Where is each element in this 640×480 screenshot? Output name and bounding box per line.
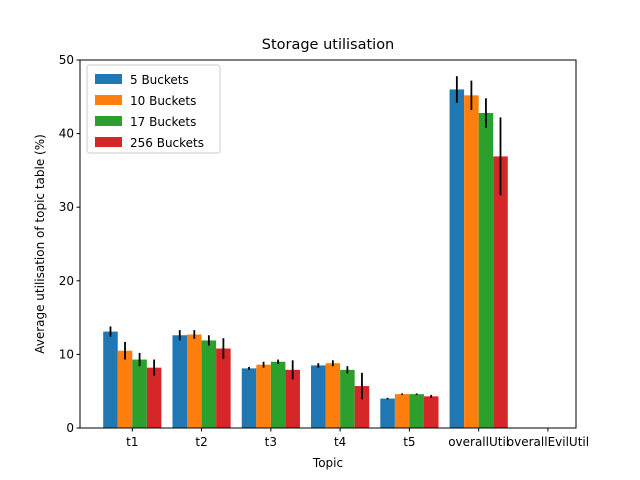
x-axis-label: Topic <box>312 456 343 470</box>
y-axis-label: Average utilisation of topic table (%) <box>33 134 47 354</box>
x-tick-label: overallUtil <box>448 435 509 449</box>
bar-t3-series-3 <box>270 361 286 428</box>
x-tick-label: t1 <box>126 435 138 449</box>
x-tick-label: t5 <box>403 435 415 449</box>
x-tick-label: t2 <box>195 435 207 449</box>
bar-overallUtil-series-2 <box>464 95 479 428</box>
y-axis: 0 10 20 30 40 50 <box>59 53 80 435</box>
y-tick-label: 50 <box>59 53 74 67</box>
plot-frame <box>79 59 577 429</box>
x-tick-label: t4 <box>334 435 346 449</box>
legend-swatch <box>95 116 122 126</box>
legend: 5 Buckets 10 Buckets 17 Buckets 256 Buckets <box>86 64 221 154</box>
bar-t5-series-3 <box>409 394 424 428</box>
bar-t5-series-4 <box>423 396 439 428</box>
bar-t1-series-4 <box>146 367 162 428</box>
bar-t5-series-1 <box>380 398 395 428</box>
bar-t3-series-2 <box>256 364 271 428</box>
y-tick-label: 0 <box>66 421 74 435</box>
bar-t4-series-3 <box>340 369 355 428</box>
y-tick-label: 10 <box>59 347 74 361</box>
legend-box <box>86 64 221 154</box>
bar-t3-series-1 <box>241 368 257 428</box>
bars-layer <box>103 89 508 428</box>
bar-t1-series-2 <box>117 350 133 428</box>
legend-entry: 256 Buckets <box>130 136 204 150</box>
bar-t4-series-2 <box>325 363 341 428</box>
y-tick-label: 20 <box>59 274 74 288</box>
bar-t3-series-4 <box>285 369 300 428</box>
bar-overallUtil-series-1 <box>449 89 465 428</box>
legend-entry: 17 Buckets <box>130 115 196 129</box>
bar-t1-series-1 <box>103 331 118 428</box>
legend-entry: 10 Buckets <box>130 94 196 108</box>
legend-swatch <box>95 95 122 105</box>
x-tick-label: t3 <box>265 435 277 449</box>
bar-t2-series-4 <box>216 348 231 428</box>
bar-t4-series-1 <box>311 365 326 428</box>
y-tick-label: 30 <box>59 200 74 214</box>
bar-t2-series-2 <box>187 334 202 428</box>
x-tick-label: overallEvilUtil <box>507 435 589 449</box>
bar-t5-series-2 <box>394 394 410 428</box>
bar-overallUtil-series-3 <box>478 112 494 428</box>
bar-t4-series-4 <box>354 386 370 428</box>
legend-swatch <box>95 74 122 84</box>
chart-title: Storage utilisation <box>262 37 395 53</box>
legend-entry: 5 Buckets <box>130 73 189 87</box>
bar-t2-series-1 <box>172 335 188 428</box>
legend-swatch <box>95 137 122 147</box>
error-bars-layer <box>109 76 502 400</box>
bar-overallUtil-series-4 <box>493 156 508 428</box>
bar-t1-series-3 <box>132 359 147 428</box>
y-tick-label: 40 <box>59 127 74 141</box>
bar-t2-series-3 <box>201 340 217 428</box>
